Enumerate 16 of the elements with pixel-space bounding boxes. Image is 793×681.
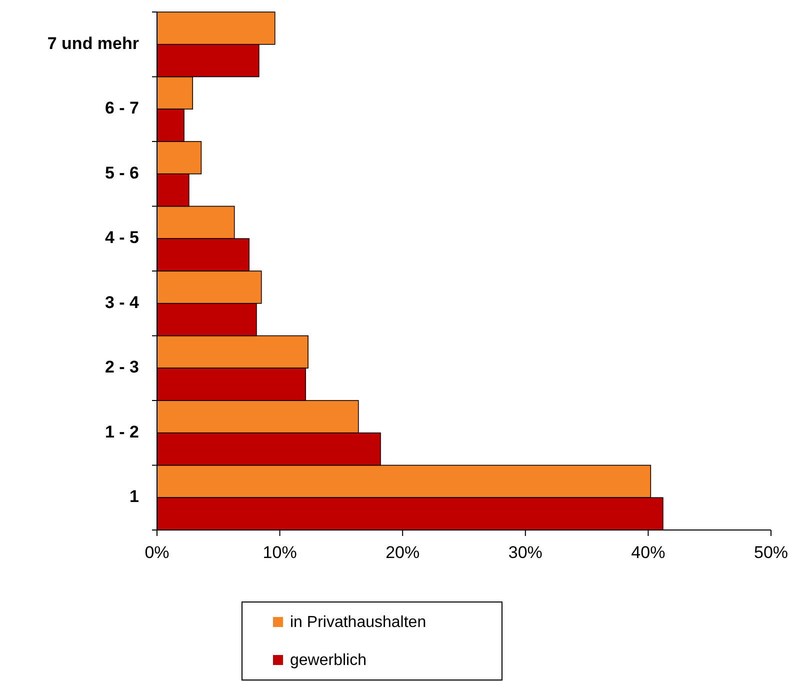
x-tick-label: 30% xyxy=(508,543,542,562)
y-tick-label: 1 xyxy=(130,487,139,506)
y-tick-label: 3 - 4 xyxy=(104,292,140,312)
x-tick-label: 50% xyxy=(754,543,788,562)
y-tick-label: 4 - 5 xyxy=(104,228,139,248)
x-tick-label: 0% xyxy=(144,543,170,562)
y-tick-label: 6 - 7 xyxy=(104,98,139,118)
x-tick-label: 20% xyxy=(386,543,420,562)
x-tick-label: 40% xyxy=(631,543,666,562)
legend-label: in Privathaushalten xyxy=(290,614,426,632)
y-tick-label: 2 - 3 xyxy=(104,358,139,377)
y-tick-label: 5 - 6 xyxy=(104,163,139,182)
y-tick-label: 1 - 2 xyxy=(104,422,139,442)
x-tick-label: 10% xyxy=(262,543,297,562)
y-tick-label: 7 und mehr xyxy=(47,34,140,53)
legend-label: gewerblich xyxy=(290,652,366,670)
